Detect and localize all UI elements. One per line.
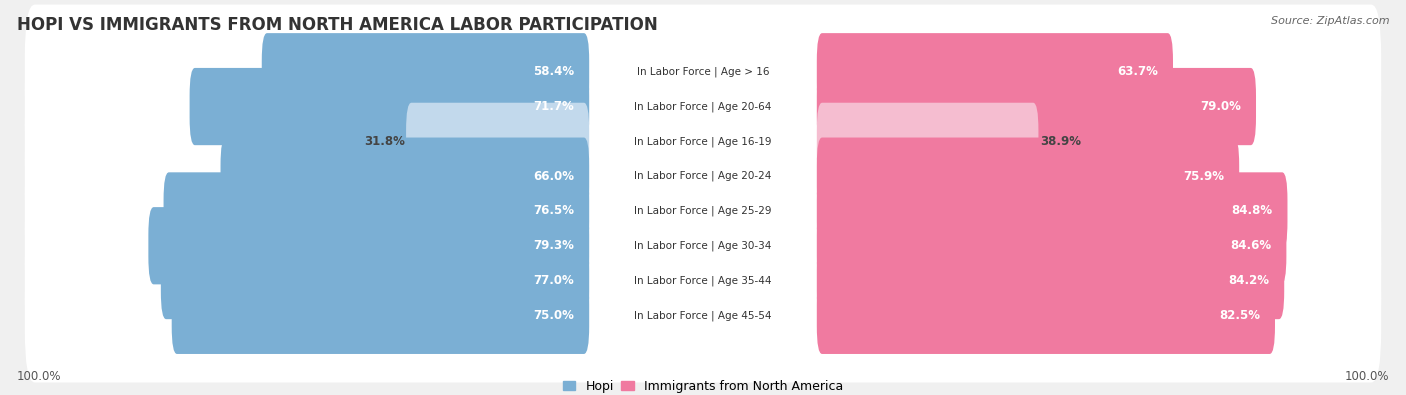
Text: 76.5%: 76.5% xyxy=(533,205,574,218)
FancyBboxPatch shape xyxy=(25,144,1381,278)
FancyBboxPatch shape xyxy=(25,213,1381,348)
FancyBboxPatch shape xyxy=(221,137,589,215)
FancyBboxPatch shape xyxy=(817,242,1284,319)
Text: In Labor Force | Age 20-24: In Labor Force | Age 20-24 xyxy=(634,171,772,181)
FancyBboxPatch shape xyxy=(25,109,1381,243)
Text: 75.0%: 75.0% xyxy=(533,309,574,322)
Text: 84.6%: 84.6% xyxy=(1230,239,1271,252)
Text: 71.7%: 71.7% xyxy=(533,100,574,113)
Text: 84.2%: 84.2% xyxy=(1227,274,1270,287)
Text: 84.8%: 84.8% xyxy=(1232,205,1272,218)
Text: 82.5%: 82.5% xyxy=(1219,309,1260,322)
Text: HOPI VS IMMIGRANTS FROM NORTH AMERICA LABOR PARTICIPATION: HOPI VS IMMIGRANTS FROM NORTH AMERICA LA… xyxy=(17,16,658,34)
Text: 79.3%: 79.3% xyxy=(533,239,574,252)
FancyBboxPatch shape xyxy=(817,103,1039,180)
Text: 79.0%: 79.0% xyxy=(1199,100,1240,113)
Legend: Hopi, Immigrants from North America: Hopi, Immigrants from North America xyxy=(558,375,848,395)
FancyBboxPatch shape xyxy=(160,242,589,319)
Text: In Labor Force | Age 16-19: In Labor Force | Age 16-19 xyxy=(634,136,772,147)
FancyBboxPatch shape xyxy=(190,68,589,145)
Text: In Labor Force | Age > 16: In Labor Force | Age > 16 xyxy=(637,66,769,77)
Text: 77.0%: 77.0% xyxy=(533,274,574,287)
FancyBboxPatch shape xyxy=(25,248,1381,382)
FancyBboxPatch shape xyxy=(25,74,1381,209)
FancyBboxPatch shape xyxy=(817,137,1239,215)
FancyBboxPatch shape xyxy=(25,40,1381,174)
FancyBboxPatch shape xyxy=(163,172,589,250)
Text: In Labor Force | Age 35-44: In Labor Force | Age 35-44 xyxy=(634,275,772,286)
FancyBboxPatch shape xyxy=(25,179,1381,313)
FancyBboxPatch shape xyxy=(149,207,589,284)
Text: 63.7%: 63.7% xyxy=(1116,65,1157,78)
Text: In Labor Force | Age 20-64: In Labor Force | Age 20-64 xyxy=(634,101,772,112)
Text: 38.9%: 38.9% xyxy=(1040,135,1081,148)
Text: In Labor Force | Age 30-34: In Labor Force | Age 30-34 xyxy=(634,241,772,251)
Text: In Labor Force | Age 25-29: In Labor Force | Age 25-29 xyxy=(634,206,772,216)
Text: Source: ZipAtlas.com: Source: ZipAtlas.com xyxy=(1271,16,1389,26)
Text: 66.0%: 66.0% xyxy=(533,169,574,182)
FancyBboxPatch shape xyxy=(817,172,1288,250)
FancyBboxPatch shape xyxy=(817,207,1286,284)
FancyBboxPatch shape xyxy=(406,103,589,180)
FancyBboxPatch shape xyxy=(172,277,589,354)
FancyBboxPatch shape xyxy=(262,33,589,110)
Text: 58.4%: 58.4% xyxy=(533,65,574,78)
Text: 31.8%: 31.8% xyxy=(364,135,405,148)
Text: 100.0%: 100.0% xyxy=(1344,370,1389,383)
Text: 75.9%: 75.9% xyxy=(1182,169,1225,182)
FancyBboxPatch shape xyxy=(817,277,1275,354)
FancyBboxPatch shape xyxy=(25,5,1381,139)
Text: In Labor Force | Age 45-54: In Labor Force | Age 45-54 xyxy=(634,310,772,321)
FancyBboxPatch shape xyxy=(817,68,1256,145)
FancyBboxPatch shape xyxy=(817,33,1173,110)
Text: 100.0%: 100.0% xyxy=(17,370,62,383)
